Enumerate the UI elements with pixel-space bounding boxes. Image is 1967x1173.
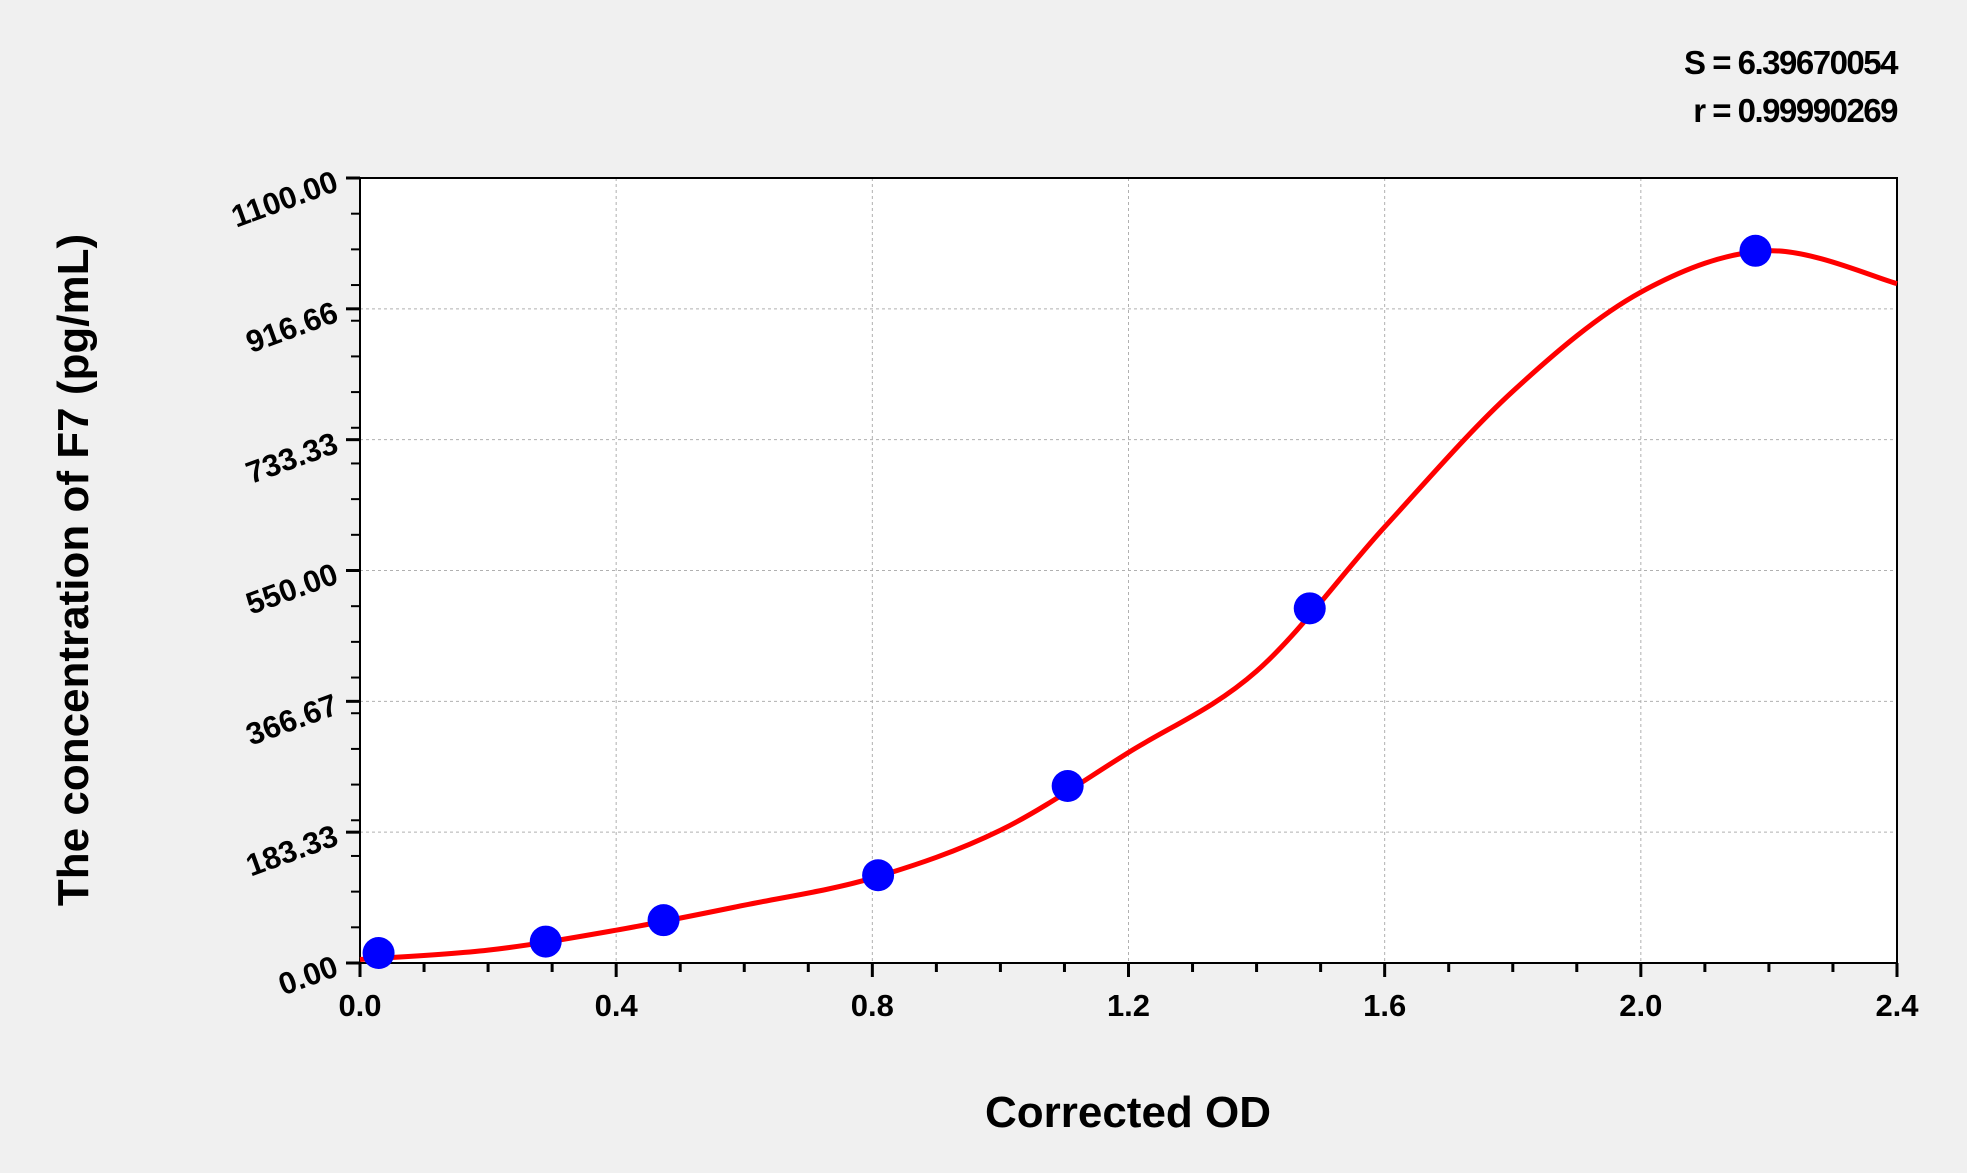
x-tick-label: 0.8 (851, 988, 894, 1023)
y-tick-label: 1100.00 (227, 164, 343, 235)
x-tick-label: 2.4 (1875, 988, 1919, 1023)
y-tick-label: 366.67 (241, 687, 342, 752)
grid (360, 178, 1897, 963)
r-value: r = 0.99990269 (1693, 92, 1898, 129)
data-point (647, 904, 680, 937)
x-tick-labels: 0.0 0.4 0.8 1.2 1.6 2.0 2.4 (338, 988, 1919, 1023)
y-tick-label: 183.33 (241, 818, 342, 883)
y-axis-label: The concentration of F7 (pg/mL) (49, 234, 98, 906)
y-tick-label: 550.00 (241, 556, 342, 621)
x-tick-label: 1.2 (1107, 988, 1150, 1023)
s-value: S = 6.39670054 (1684, 44, 1898, 81)
fit-curve (359, 248, 1898, 962)
y-tick-label: 916.66 (241, 295, 342, 360)
data-point (529, 925, 562, 958)
y-tick-label: 733.33 (241, 425, 342, 490)
data-point (862, 859, 895, 892)
x-axis-label: Corrected OD (985, 1088, 1271, 1137)
data-point (1051, 770, 1084, 803)
y-tick-label: 0.00 (274, 949, 343, 1003)
x-tick-label: 0.4 (595, 988, 639, 1023)
data-point (1293, 592, 1326, 625)
axes (346, 176, 1899, 977)
data-points (362, 234, 1772, 970)
data-point (362, 937, 395, 970)
x-tick-label: 0.0 (338, 988, 381, 1023)
x-tick-label: 1.6 (1363, 988, 1406, 1023)
x-tick-label: 2.0 (1619, 988, 1662, 1023)
data-point (1739, 234, 1772, 267)
y-tick-labels: 0.00 183.33 366.67 550.00 733.33 916.66 1100.0… (227, 164, 343, 1003)
fit-curve-group (359, 248, 1898, 962)
